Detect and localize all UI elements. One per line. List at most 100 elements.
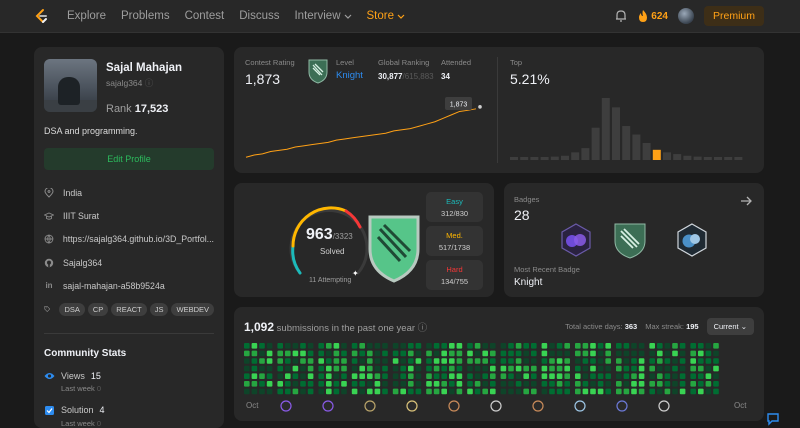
heatmap-cell[interactable] xyxy=(441,350,447,357)
heatmap-cell[interactable] xyxy=(523,350,529,357)
heatmap-cell[interactable] xyxy=(341,350,347,357)
heatmap-cell[interactable] xyxy=(556,381,563,387)
heatmap-cell[interactable] xyxy=(541,358,548,364)
heatmap-cell[interactable] xyxy=(382,365,388,372)
user-avatar[interactable] xyxy=(677,8,694,24)
heatmap-cell[interactable] xyxy=(307,350,314,357)
heatmap-cell[interactable] xyxy=(541,365,548,372)
heatmap-cell[interactable] xyxy=(400,343,406,349)
heatmap-cell[interactable] xyxy=(698,388,704,395)
heatmap-cell[interactable] xyxy=(657,373,663,379)
heatmap-cell[interactable] xyxy=(549,388,555,395)
heatmap-cell[interactable] xyxy=(307,388,314,395)
heatmap-cell[interactable] xyxy=(549,365,555,372)
medium-stat[interactable]: Med. 517/1738 xyxy=(426,226,483,256)
heatmap-cell[interactable] xyxy=(374,350,381,357)
heatmap-cell[interactable] xyxy=(441,388,447,395)
heatmap-cell[interactable] xyxy=(515,350,522,357)
heatmap-cell[interactable] xyxy=(679,373,686,379)
leetcode-logo-icon[interactable] xyxy=(33,8,49,24)
badge-knight-icon[interactable] xyxy=(612,221,648,259)
heatmap-cell[interactable] xyxy=(408,373,414,379)
heatmap-cell[interactable] xyxy=(564,343,570,349)
heatmap-cell[interactable] xyxy=(456,388,463,395)
nav-explore[interactable]: Explore xyxy=(67,10,106,22)
heatmap-cell[interactable] xyxy=(482,388,488,395)
heatmap-cell[interactable] xyxy=(605,373,611,379)
heatmap-cell[interactable] xyxy=(408,381,414,387)
heatmap-cell[interactable] xyxy=(367,365,373,372)
heatmap-cell[interactable] xyxy=(426,381,432,387)
heatmap-cell[interactable] xyxy=(531,388,537,395)
heatmap-cell[interactable] xyxy=(605,381,611,387)
heatmap-cell[interactable] xyxy=(244,343,250,349)
heatmap-cell[interactable] xyxy=(259,381,265,387)
heatmap-cell[interactable] xyxy=(597,365,604,372)
heatmap-cell[interactable] xyxy=(326,365,332,372)
heatmap-cell[interactable] xyxy=(523,373,529,379)
heatmap-cell[interactable] xyxy=(649,365,655,372)
github-row[interactable]: Sajalg364 xyxy=(44,251,214,274)
heatmap-cell[interactable] xyxy=(307,373,314,379)
heatmap-cell[interactable] xyxy=(292,373,299,379)
heatmap-cell[interactable] xyxy=(531,358,537,364)
heatmap-cell[interactable] xyxy=(713,343,719,349)
heatmap-cell[interactable] xyxy=(449,358,455,364)
hard-stat[interactable]: Hard 134/755 xyxy=(426,260,483,290)
heatmap-cell[interactable] xyxy=(679,350,686,357)
heatmap-cell[interactable] xyxy=(690,350,696,357)
heatmap-cell[interactable] xyxy=(541,381,548,387)
heatmap-cell[interactable] xyxy=(508,373,514,379)
heatmap-cell[interactable] xyxy=(244,381,250,387)
heatmap-cell[interactable] xyxy=(590,388,596,395)
heatmap-cell[interactable] xyxy=(277,350,283,357)
heatmap-cell[interactable] xyxy=(259,365,265,372)
heatmap-cell[interactable] xyxy=(500,358,507,364)
nav-store[interactable]: Store xyxy=(367,10,406,22)
heatmap-cell[interactable] xyxy=(500,388,507,395)
premium-button[interactable]: Premium xyxy=(703,6,764,26)
heatmap-cell[interactable] xyxy=(292,343,299,349)
heatmap-cell[interactable] xyxy=(575,350,581,357)
heatmap-cell[interactable] xyxy=(664,343,671,349)
heatmap-cell[interactable] xyxy=(285,350,291,357)
heatmap-cell[interactable] xyxy=(333,343,340,349)
heatmap-cell[interactable] xyxy=(251,358,258,364)
nav-contest[interactable]: Contest xyxy=(184,10,225,22)
heatmap-cell[interactable] xyxy=(300,373,306,379)
heatmap-cell[interactable] xyxy=(698,350,704,357)
heatmap-cell[interactable] xyxy=(467,381,473,387)
heatmap-cell[interactable] xyxy=(541,373,548,379)
heatmap-cell[interactable] xyxy=(713,381,719,387)
heatmap-cell[interactable] xyxy=(333,358,340,364)
heatmap-cell[interactable] xyxy=(359,343,365,349)
heatmap-cell[interactable] xyxy=(456,343,463,349)
heatmap-cell[interactable] xyxy=(367,358,373,364)
heatmap-cell[interactable] xyxy=(449,343,455,349)
heatmap-cell[interactable] xyxy=(374,358,381,364)
heatmap-cell[interactable] xyxy=(392,343,399,349)
heatmap-cell[interactable] xyxy=(698,358,704,364)
heatmap-cell[interactable] xyxy=(351,358,358,364)
heatmap-cell[interactable] xyxy=(631,350,637,357)
heatmap-cell[interactable] xyxy=(672,373,678,379)
heatmap-cell[interactable] xyxy=(449,350,455,357)
heatmap-cell[interactable] xyxy=(564,373,570,379)
skill-tag[interactable]: WEBDEV xyxy=(171,302,214,316)
heatmap-cell[interactable] xyxy=(575,365,581,372)
heatmap-cell[interactable] xyxy=(300,343,306,349)
heatmap-cell[interactable] xyxy=(623,358,630,364)
heatmap-cell[interactable] xyxy=(679,343,686,349)
heatmap-cell[interactable] xyxy=(575,388,581,395)
heatmap-cell[interactable] xyxy=(374,365,381,372)
heatmap-cell[interactable] xyxy=(367,343,373,349)
heatmap-cell[interactable] xyxy=(292,350,299,357)
heatmap-cell[interactable] xyxy=(575,373,581,379)
heatmap-cell[interactable] xyxy=(698,373,704,379)
heatmap-cell[interactable] xyxy=(474,350,481,357)
heatmap-cell[interactable] xyxy=(456,381,463,387)
heatmap-cell[interactable] xyxy=(508,388,514,395)
heatmap-cell[interactable] xyxy=(490,373,496,379)
heatmap-cell[interactable] xyxy=(474,381,481,387)
heatmap-cell[interactable] xyxy=(326,381,332,387)
